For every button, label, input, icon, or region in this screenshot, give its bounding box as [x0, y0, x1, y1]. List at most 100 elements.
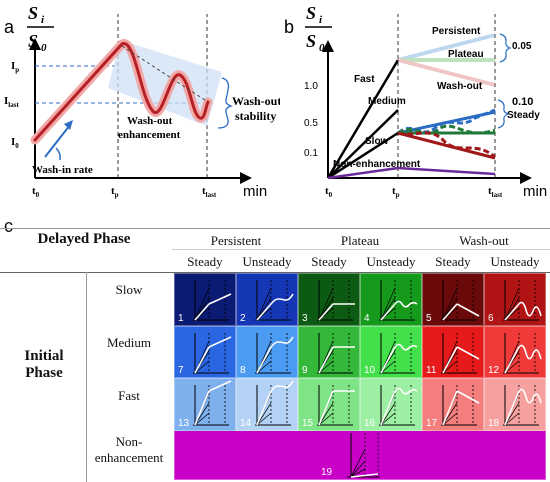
svg-text:S: S	[28, 3, 38, 23]
panel-b-y-label: S i S 0	[305, 3, 332, 54]
annot-enh-1: Wash-out	[127, 115, 173, 127]
cell-pattern-14: 14	[236, 378, 298, 431]
svg-text:0: 0	[319, 42, 325, 54]
cell-number: 9	[302, 365, 308, 376]
pattern-thumbnail	[441, 385, 480, 426]
svg-text:Steady: Steady	[507, 110, 540, 121]
panel-b-x-unit: min	[523, 183, 547, 200]
brace-010	[497, 99, 510, 129]
cell-pattern-9: 9	[298, 325, 360, 378]
pattern-thumbnail	[255, 380, 294, 426]
pattern-thumbnail	[317, 385, 355, 426]
sub-unsteady-1: Unsteady	[242, 254, 292, 269]
pattern-thumbnail	[317, 280, 355, 321]
row-slow: Slow	[115, 282, 143, 297]
thumb-nonenh	[347, 433, 380, 478]
annot-enh-2: enhancement	[118, 129, 181, 141]
annot-washin: Wash-in rate	[32, 164, 93, 176]
panel-a-trend-dash	[121, 45, 209, 103]
cell-number: 15	[302, 417, 314, 429]
cell-pattern-17: 17	[422, 378, 484, 431]
cell-pattern-5: 5	[422, 273, 484, 326]
svg-text:t0: t0	[325, 185, 333, 199]
pattern-thumbnail	[503, 385, 542, 426]
pattern-thumbnail	[379, 280, 418, 321]
panel-a: a S i S 0 min Ip Ilast I0 t0 tp tlast	[4, 3, 280, 200]
nonenh-delayed-line	[397, 166, 496, 176]
delayed-phase-heading: Delayed Phase	[37, 231, 131, 247]
pattern-thumbnail	[193, 280, 232, 321]
cell-number: 19	[321, 467, 333, 478]
svg-text:0.5: 0.5	[304, 118, 318, 129]
cell-number: 10	[364, 365, 376, 376]
pattern-thumbnail	[193, 380, 232, 426]
svg-text:Fast: Fast	[354, 74, 375, 85]
svg-text:tp: tp	[392, 185, 400, 199]
svg-text:Plateau: Plateau	[448, 49, 484, 60]
svg-text:1.0: 1.0	[304, 81, 318, 92]
cell-number: 1	[178, 312, 184, 324]
row-medium: Medium	[106, 335, 152, 350]
panel-b-x-ticks: t0 tp tlast	[325, 185, 503, 199]
header-top-line	[0, 228, 550, 229]
panel-b-label: b	[284, 17, 294, 37]
group-plateau: Plateau	[340, 233, 380, 248]
svg-text:i: i	[319, 14, 323, 26]
cell-pattern-2: 2	[236, 273, 298, 326]
cell-number: 18	[488, 417, 500, 429]
panel-b-axes	[322, 40, 532, 184]
svg-text:t0: t0	[32, 185, 40, 199]
pattern-thumbnail	[255, 280, 294, 321]
sub-steady-3: Steady	[435, 254, 471, 269]
svg-text:tlast: tlast	[488, 185, 503, 199]
row-nonenh: Non- enhancement	[94, 434, 164, 465]
cell-number: 13	[178, 417, 190, 429]
panel-c: c Delayed Phase Persistent Plateau Wash-…	[0, 216, 550, 482]
panel-b-guides	[397, 14, 496, 178]
cell-pattern-13: 13	[174, 378, 236, 431]
cell-pattern-10: 10	[360, 325, 422, 378]
cell-nonenhancement: 19	[174, 426, 546, 480]
rowlabel-divider	[86, 272, 87, 482]
cell-pattern-15: 15	[298, 378, 360, 431]
cell-pattern-6: 6	[484, 273, 546, 326]
svg-text:0.10: 0.10	[512, 96, 533, 108]
annot-stab-2: stability	[235, 109, 276, 123]
svg-text:Wash-out: Wash-out	[437, 81, 483, 92]
panel-a-axes	[29, 38, 252, 184]
initial-phase-heading: Initial Phase	[24, 348, 64, 381]
cell-number: 11	[426, 365, 437, 376]
cell-pattern-18: 18	[484, 378, 546, 431]
row-fast: Fast	[118, 388, 140, 403]
pattern-thumbnail	[317, 332, 355, 373]
panel-a-label: a	[4, 17, 15, 37]
svg-text:tlast: tlast	[202, 185, 217, 199]
sub-unsteady-3: Unsteady	[490, 254, 540, 269]
panel-b-labels: Fast Medium Slow Non-enhancement Persist…	[333, 26, 540, 170]
pattern-thumbnail	[441, 280, 480, 321]
slow-delayed-lines	[397, 108, 496, 160]
washin-rate-arrow	[44, 120, 73, 158]
panel-a-x-unit: min	[243, 183, 267, 200]
pattern-thumbnail	[441, 332, 480, 373]
svg-text:I0: I0	[11, 136, 19, 150]
cell-number: 12	[488, 365, 500, 376]
group-washout: Wash-out	[459, 233, 509, 248]
cell-number: 5	[426, 312, 432, 324]
sub-steady-1: Steady	[187, 254, 223, 269]
initial-lines	[326, 59, 400, 180]
svg-text:S: S	[28, 31, 38, 51]
cell-number: 14	[240, 417, 252, 429]
washin-arc	[55, 147, 61, 161]
panel-b-y-ticks: 1.0 0.5 0.1	[304, 81, 318, 159]
svg-text:Slow: Slow	[365, 136, 389, 147]
cell-number: 16	[364, 417, 376, 429]
cell-pattern-8: 8	[236, 325, 298, 378]
pattern-thumbnail	[503, 332, 542, 373]
cell-number: 17	[426, 417, 438, 429]
cell-number: 8	[240, 365, 246, 376]
svg-text:tp: tp	[111, 185, 119, 199]
svg-text:Medium: Medium	[368, 96, 406, 107]
svg-text:0.05: 0.05	[512, 41, 532, 52]
sub-steady-2: Steady	[311, 254, 347, 269]
